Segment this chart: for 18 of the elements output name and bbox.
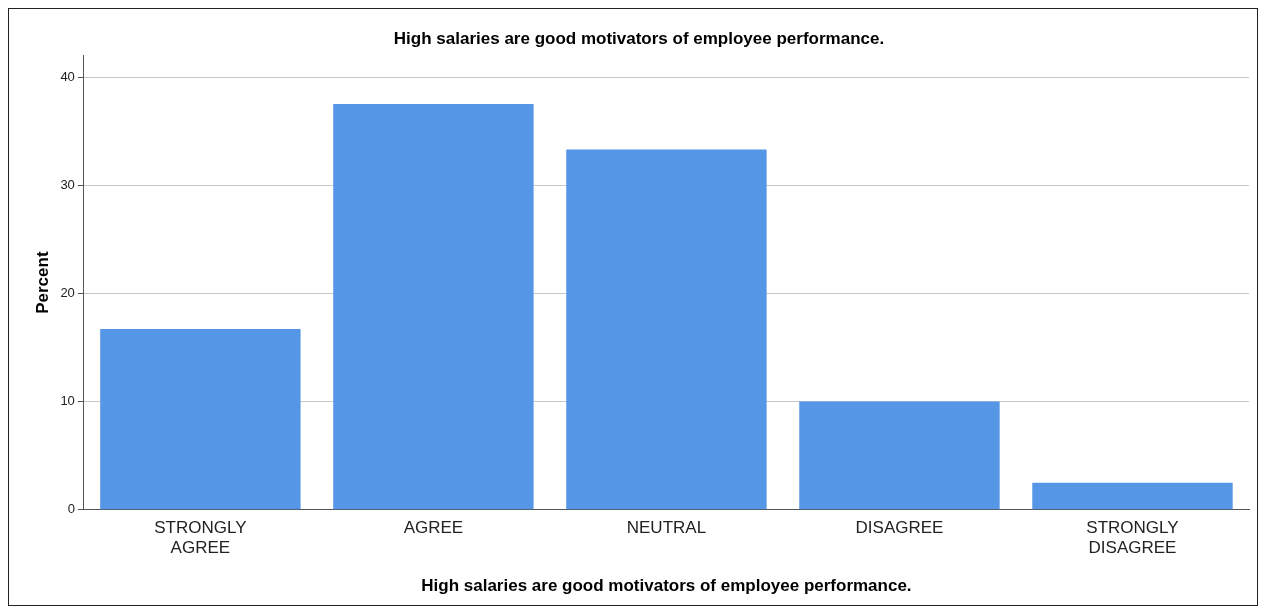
y-axis-title: Percent: [32, 251, 52, 314]
y-tick-label: 10: [60, 393, 75, 409]
bar: [100, 329, 301, 510]
y-tick-label: 20: [60, 285, 75, 300]
x-tick-label: DISAGREE: [855, 517, 944, 537]
y-tick-label: 0: [67, 501, 75, 517]
x-tick-label: NEUTRAL: [626, 517, 707, 537]
x-tick-label: AGREE: [403, 517, 464, 537]
y-tick-label: 30: [60, 176, 75, 192]
x-tick-label: STRONGLY DISAGREE: [1086, 517, 1179, 558]
x-tick-label: STRONGLY AGREE: [154, 517, 247, 558]
bar: [799, 401, 1000, 510]
bar: [566, 149, 767, 510]
y-tick-label: 40: [60, 68, 75, 84]
bar: [1032, 482, 1233, 510]
x-axis-title: High salaries are good motivators of employee performance.: [421, 576, 912, 596]
chart-title: High salaries are good motivators of employee performance.: [393, 28, 885, 48]
bar: [333, 104, 534, 510]
